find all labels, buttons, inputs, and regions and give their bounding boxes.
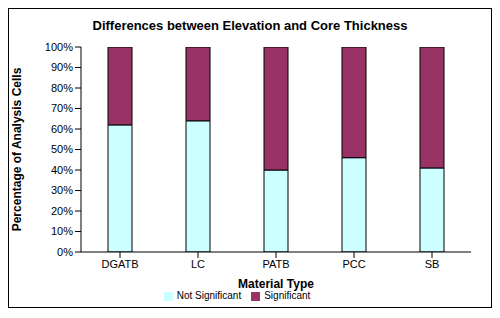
svg-text:60%: 60% <box>51 123 73 135</box>
svg-text:DGATB: DGATB <box>101 258 138 270</box>
svg-text:0%: 0% <box>57 246 73 258</box>
svg-text:PCC: PCC <box>342 258 365 270</box>
svg-text:70%: 70% <box>51 102 73 114</box>
svg-text:90%: 90% <box>51 61 73 73</box>
html-text:Differences between Elevation: Differences between Elevation and Core T… <box>92 18 408 33</box>
html-text:Significant: Significant <box>264 290 311 301</box>
svg-text:Material Type: Material Type <box>238 277 314 291</box>
svg-text:30%: 30% <box>51 184 73 196</box>
svg-text:100%: 100% <box>45 41 73 53</box>
svg-text:40%: 40% <box>51 164 73 176</box>
html-text:Not Significant: Not Significant <box>176 290 242 301</box>
svg-text:10%: 10% <box>51 225 73 237</box>
svg-text:Percentage of Analysis Cells: Percentage of Analysis Cells <box>10 67 24 231</box>
svg-text:SB: SB <box>425 258 440 270</box>
svg-text:20%: 20% <box>51 205 73 217</box>
svg-text:50%: 50% <box>51 143 73 155</box>
svg-text:PATB: PATB <box>262 258 289 270</box>
svg-text:80%: 80% <box>51 82 73 94</box>
svg-text:LC: LC <box>191 258 205 270</box>
